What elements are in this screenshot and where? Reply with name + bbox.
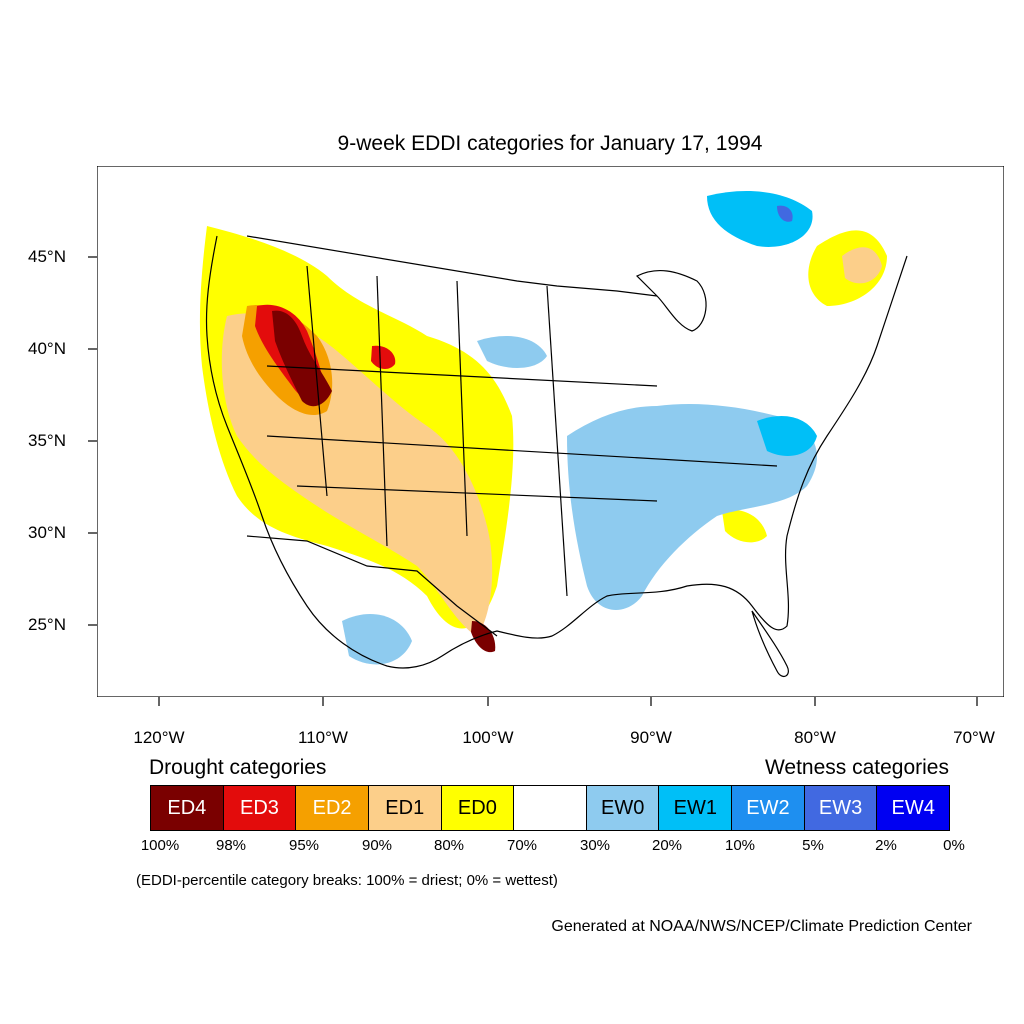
legend-box-neutral [514, 786, 587, 830]
border-us-mexico [246, 535, 498, 637]
ew1-appalachian [757, 416, 817, 456]
pct-break-5: 5% [802, 837, 824, 854]
drought-regions [199, 226, 887, 653]
pct-break-80: 80% [433, 837, 465, 854]
us-coastline [205, 235, 908, 669]
lat-label-45: 45°N [28, 247, 66, 266]
legend-box-ew4: EW4 [877, 786, 950, 830]
lat-label-30: 30°N [28, 523, 66, 542]
pct-break-10: 10% [724, 837, 756, 854]
ew1-quebec [707, 191, 813, 247]
lon-label-110w: 110°W [298, 728, 348, 747]
map-title: 9-week EDDI categories for January 17, 1… [337, 132, 763, 155]
pct-break-70: 70% [506, 837, 538, 854]
state-line-1 [306, 265, 328, 497]
legend-box-ew1: EW1 [659, 786, 733, 830]
lon-label-90w: 90°W [630, 728, 672, 747]
lon-label-80w: 80°W [794, 728, 836, 747]
ew0-mexico-region [342, 613, 412, 665]
legend-box-ed4: ED4 [151, 786, 224, 830]
pct-break-95: 95% [288, 837, 320, 854]
legend-bar: ED4 ED3 ED2 ED1 ED0 EW0 EW1 EW2 EW3 EW4 [150, 785, 950, 831]
legend-box-ed0: ED0 [441, 786, 515, 830]
eddi-map [97, 166, 1004, 697]
wetness-regions [342, 191, 817, 665]
ew0-mississippi-valley [567, 404, 817, 610]
credit-line: Generated at NOAA/NWS/NCEP/Climate Predi… [551, 918, 972, 935]
legend-box-ed3: ED3 [223, 786, 297, 830]
ed1-northeast-region [842, 247, 882, 284]
ed3-colorado-spot [371, 345, 396, 370]
legend-box-ew2: EW2 [732, 786, 805, 830]
state-line-5 [266, 365, 658, 387]
state-line-4 [546, 285, 568, 597]
legend-box-ed2: ED2 [296, 786, 369, 830]
ew3-quebec-core [777, 205, 793, 222]
lon-label-70w: 70°W [953, 728, 995, 747]
lon-label-100w: 100°W [462, 728, 514, 747]
legend-box-ew3: EW3 [804, 786, 878, 830]
lat-label-25: 25°N [28, 615, 66, 634]
ew0-upper-midwest [477, 336, 547, 368]
pct-break-30: 30% [579, 837, 611, 854]
great-lakes [635, 270, 707, 332]
state-line-7 [296, 485, 658, 502]
pct-break-98: 98% [215, 837, 247, 854]
wetness-heading: Wetness categories [764, 756, 949, 779]
pct-break-0: 0% [943, 837, 965, 854]
lat-label-40: 40°N [28, 339, 66, 358]
ed0-southeast-coast [722, 509, 767, 543]
pct-break-20: 20% [651, 837, 683, 854]
state-line-2 [376, 275, 388, 547]
pct-break-100: 100% [140, 837, 180, 854]
border-us-canada [246, 235, 658, 297]
lon-label-120w: 120°W [133, 728, 185, 747]
axis-ticks [88, 256, 978, 706]
pct-break-2: 2% [875, 837, 897, 854]
boundary-lines [205, 235, 908, 678]
lat-label-35: 35°N [28, 431, 66, 450]
florida [751, 610, 789, 678]
legend-box-ew0: EW0 [586, 786, 660, 830]
drought-heading: Drought categories [149, 756, 327, 779]
legend-box-ed1: ED1 [368, 786, 442, 830]
pct-break-90: 90% [361, 837, 393, 854]
state-line-6 [266, 435, 778, 467]
breaks-note: (EDDI-percentile category breaks: 100% =… [136, 872, 558, 889]
ed3-texas-spot [471, 621, 496, 653]
